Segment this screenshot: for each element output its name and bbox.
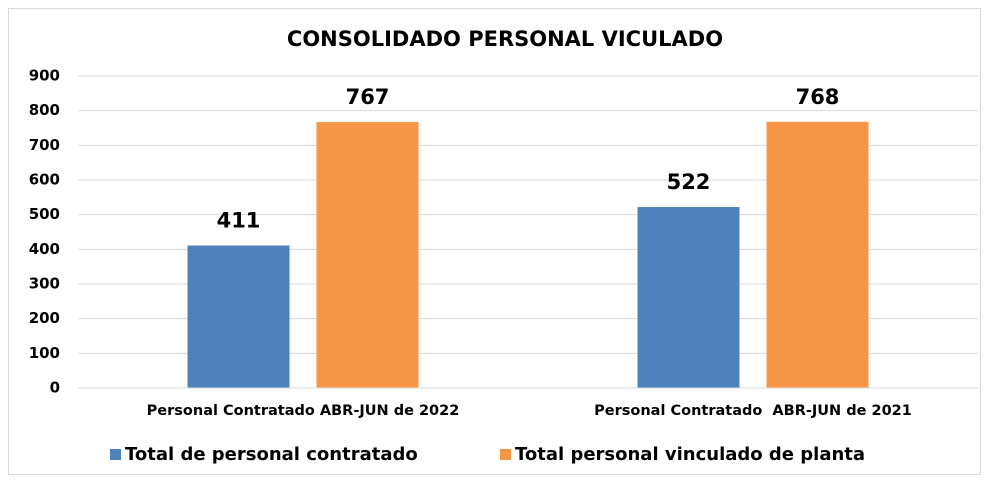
data-label: 522 xyxy=(667,170,711,194)
y-tick-label: 500 xyxy=(29,205,60,223)
x-tick-label: Personal Contratado ABR-JUN de 2022 xyxy=(147,403,460,419)
chart-title: CONSOLIDADO PERSONAL VICULADO xyxy=(287,27,723,51)
y-tick-label: 800 xyxy=(29,101,60,119)
data-label: 411 xyxy=(217,209,261,233)
y-tick-label: 200 xyxy=(29,309,60,327)
legend-swatch xyxy=(500,449,511,460)
y-tick-label: 0 xyxy=(50,379,60,397)
y-tick-label: 900 xyxy=(29,67,60,85)
y-tick-label: 700 xyxy=(29,136,60,154)
bar xyxy=(316,122,419,389)
y-tick-label: 100 xyxy=(29,344,60,362)
y-tick-label: 400 xyxy=(29,240,60,258)
data-label: 767 xyxy=(346,85,390,109)
bar xyxy=(766,121,869,388)
bar xyxy=(187,245,290,388)
legend-label: Total de personal contratado xyxy=(125,444,418,465)
legend-label: Total personal vinculado de planta xyxy=(515,444,865,465)
y-tick-label: 300 xyxy=(29,275,60,293)
data-label: 768 xyxy=(796,85,840,109)
x-tick-label: Personal Contratado ABR-JUN de 2021 xyxy=(594,403,912,419)
legend-swatch xyxy=(110,449,121,460)
y-tick-label: 600 xyxy=(29,171,60,189)
bar xyxy=(637,207,740,388)
